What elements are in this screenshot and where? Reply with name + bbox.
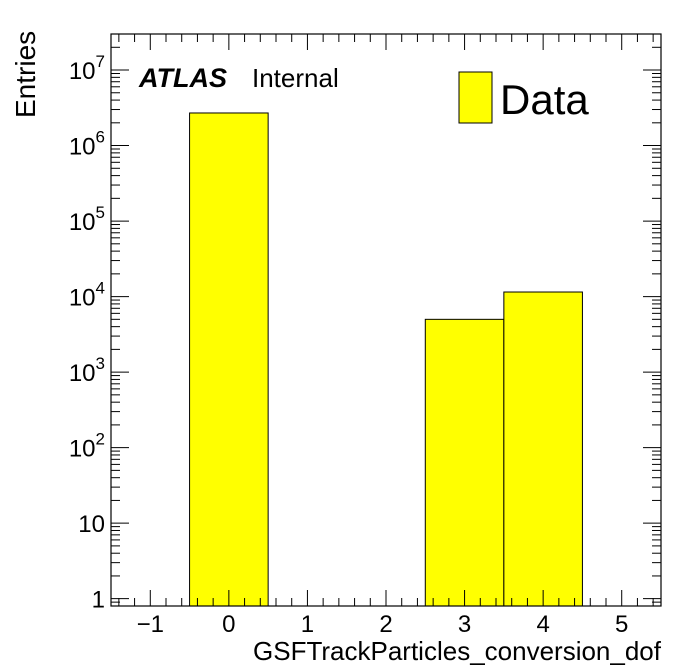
histogram-bar xyxy=(424,318,505,607)
histogram-bars xyxy=(189,112,583,607)
x-tick-label: 1 xyxy=(301,611,314,638)
plot-frame xyxy=(110,33,662,607)
x-tick-label: 4 xyxy=(536,611,549,638)
internal-label: Internal xyxy=(252,63,339,93)
y-tick-label: 106 xyxy=(69,128,105,161)
legend-label-data: Data xyxy=(500,76,589,123)
y-axis-label: Entries xyxy=(10,31,41,118)
y-tick-label: 103 xyxy=(69,354,105,387)
atlas-label: ATLAS xyxy=(138,63,227,93)
x-tick-label: −1 xyxy=(137,611,164,638)
y-tick-label: 105 xyxy=(69,203,105,236)
y-tick-label: 1 xyxy=(92,587,105,614)
x-axis-label: GSFTrackParticles_conversion_dof xyxy=(253,636,662,666)
legend: Data xyxy=(458,71,589,124)
histogram-bar xyxy=(503,291,583,607)
x-tick-label: 3 xyxy=(458,611,471,638)
x-tick-label: 5 xyxy=(615,611,628,638)
x-tick-labels: −1 0 1 2 3 4 5 xyxy=(137,611,629,638)
y-tick-labels: 1 10 102 103 104 105 106 107 xyxy=(69,52,105,614)
y-tick-label: 10 xyxy=(78,511,105,538)
legend-swatch-data xyxy=(458,71,493,124)
x-tick-label: 2 xyxy=(379,611,392,638)
y-tick-label: 107 xyxy=(69,52,105,85)
axis-ticks xyxy=(111,33,661,607)
y-tick-label: 104 xyxy=(69,279,105,312)
histogram-bar xyxy=(189,112,269,607)
x-tick-label: 0 xyxy=(222,611,235,638)
y-tick-label: 102 xyxy=(69,430,105,463)
